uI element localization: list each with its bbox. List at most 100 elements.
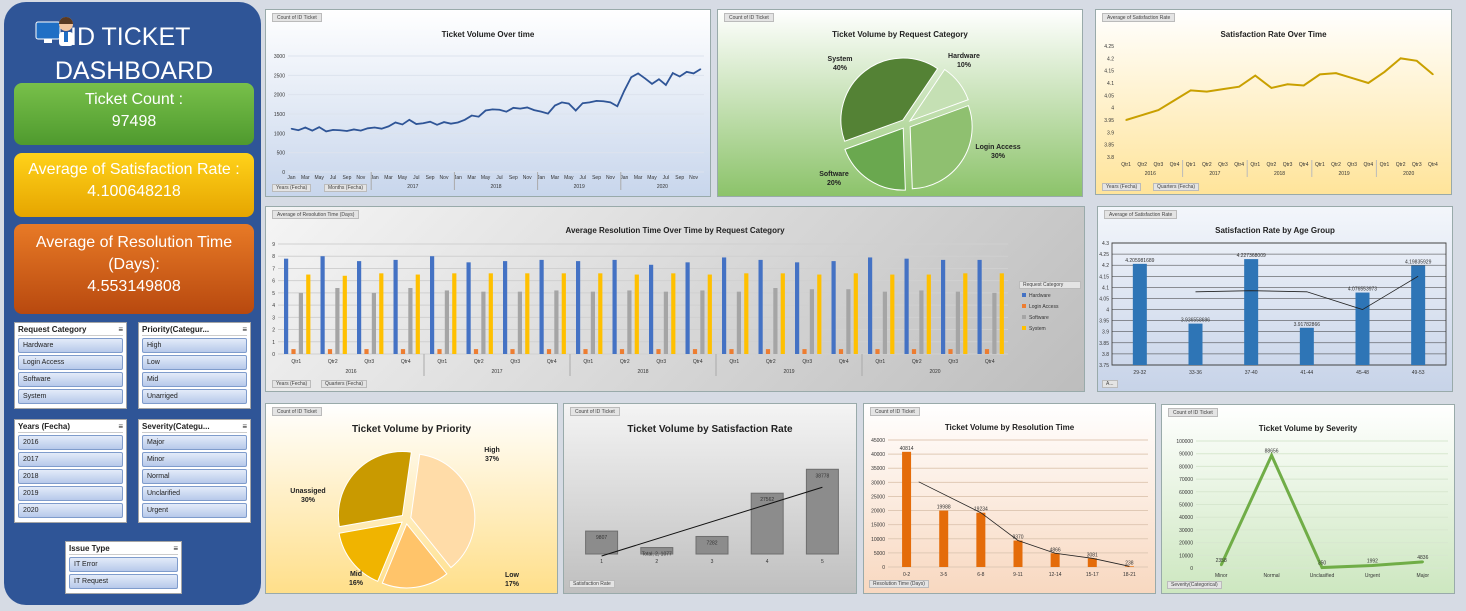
bar: [298, 292, 303, 354]
legend-field[interactable]: Request Category: [1019, 281, 1081, 289]
data-point: [651, 83, 653, 85]
slicer-item[interactable]: Urgent: [142, 503, 247, 518]
bar: [976, 512, 986, 567]
bar: [561, 273, 566, 354]
bar: [853, 273, 858, 354]
slicer-item[interactable]: Low: [142, 355, 247, 370]
y-tick-label: 4.05: [1099, 296, 1109, 302]
field-tag[interactable]: Average of Satisfaction Rate: [1102, 13, 1176, 22]
slicer-item[interactable]: Hardware: [18, 338, 123, 353]
priority-pie: High 37% Low 17% Mid 16% Unassiged 30%: [290, 447, 520, 589]
slicer-item[interactable]: Login Access: [18, 355, 123, 370]
year-label: 2019: [1339, 171, 1350, 177]
data-label: 1992: [1367, 558, 1378, 564]
y-tick-label: 3.8: [1107, 155, 1114, 161]
filter-clear-icon[interactable]: ≡: [173, 544, 178, 553]
x-tick-label: 45-48: [1356, 370, 1369, 376]
bar: [546, 349, 552, 354]
x-tick-label: May: [314, 175, 324, 181]
slicer-item[interactable]: System: [18, 389, 123, 404]
slice-label: Software: [819, 171, 849, 178]
data-point: [1141, 114, 1144, 116]
bar: [941, 259, 946, 354]
data-point: [429, 121, 431, 123]
slicer-title: Years (Fecha): [18, 422, 71, 431]
data-point: [360, 129, 362, 132]
year-label: 2018: [490, 184, 501, 190]
field-tag[interactable]: Average of Resolution Time (Days): [272, 210, 360, 219]
x-tick-label: Qtr1: [291, 359, 301, 365]
year-label: 2017: [491, 369, 502, 375]
y-tick-label: 40000: [1179, 515, 1193, 521]
data-point: [1125, 119, 1127, 121]
slicer-item[interactable]: 2019: [18, 486, 123, 501]
data-point: [679, 75, 681, 78]
filter-months[interactable]: Months (Fecha): [324, 184, 368, 192]
slicer-item[interactable]: Normal: [142, 469, 247, 484]
slicer-item[interactable]: Minor: [142, 452, 247, 467]
x-tick-label: 4: [766, 559, 769, 565]
bar: [291, 349, 296, 354]
data-point: [595, 100, 598, 102]
filter-clear-icon[interactable]: ≡: [118, 325, 123, 334]
field-tag[interactable]: Count of ID Ticket: [724, 13, 774, 22]
slicer-item[interactable]: IT Request: [69, 574, 178, 589]
bar: [795, 262, 800, 354]
slicer-item[interactable]: 2020: [18, 503, 123, 518]
chart-title: Satisfaction Rate by Age Group: [1215, 226, 1335, 235]
data-point: [318, 126, 320, 128]
slicer-item[interactable]: 2016: [18, 435, 123, 450]
bar: [1244, 259, 1259, 365]
filter-quarters[interactable]: Quarters (Fecha): [1153, 183, 1200, 191]
bar: [379, 273, 384, 354]
y-tick-label: 5: [272, 291, 275, 297]
slicer-item[interactable]: Mid: [142, 372, 247, 387]
x-tick-label: Qtr2: [1202, 162, 1212, 168]
slicer-item[interactable]: Unarriged: [142, 389, 247, 404]
filter-clear-icon[interactable]: ≡: [242, 325, 247, 334]
field-tag[interactable]: Count of ID Ticket: [570, 407, 620, 416]
series-line: [291, 68, 702, 133]
slicer-item[interactable]: 2018: [18, 469, 123, 484]
bar: [692, 349, 698, 354]
slicer-item[interactable]: IT Error: [69, 557, 178, 572]
bar: [685, 262, 690, 354]
filter-years[interactable]: Years (Fecha): [272, 184, 312, 192]
filter-clear-icon[interactable]: ≡: [242, 422, 247, 431]
filter-years[interactable]: Years (Fecha): [1102, 183, 1142, 191]
chart-title: Ticket Volume by Severity: [1258, 424, 1358, 433]
data-point: [685, 71, 688, 73]
filter-years[interactable]: Years (Fecha): [272, 380, 312, 388]
slicer-item[interactable]: 2017: [18, 452, 123, 467]
field-tag[interactable]: Count of ID Ticket: [1168, 408, 1218, 417]
filter-quarters[interactable]: Quarters (Fecha): [321, 380, 368, 388]
data-point: [505, 110, 508, 113]
slicer-item[interactable]: High: [142, 338, 247, 353]
kpi-avg-resolution: Average of Resolution Time (Days): 4.553…: [14, 224, 254, 314]
x-tick-label: Unclasified: [1310, 573, 1335, 579]
kpi-label: Ticket Count :: [84, 91, 184, 108]
field-tag[interactable]: Count of ID Ticket: [272, 13, 322, 22]
x-tick-label: Qtr2: [766, 359, 776, 365]
data-point: [373, 126, 376, 129]
slicer-item[interactable]: Software: [18, 372, 123, 387]
x-tick-label: Qtr1: [1121, 162, 1131, 168]
slicer-item[interactable]: Major: [142, 435, 247, 450]
filter-age[interactable]: A...: [1102, 380, 1118, 388]
field-tag[interactable]: Count of ID Ticket: [870, 407, 920, 416]
y-tick-label: 0: [882, 565, 885, 571]
data-point: [1415, 60, 1418, 62]
kpi-ticket-count: Ticket Count : 97498: [14, 83, 254, 145]
field-tag[interactable]: Average of Satisfaction Rate: [1104, 210, 1178, 219]
filter-satisfaction-rate[interactable]: Satisfaction Rate: [569, 580, 615, 588]
bar: [999, 273, 1004, 354]
filter-resolution[interactable]: Resolution Time (Days): [869, 580, 929, 588]
bar: [817, 274, 822, 354]
field-tag[interactable]: Count of ID Ticket: [272, 407, 322, 416]
slicer-item[interactable]: Unclarified: [142, 486, 247, 501]
data-point: [554, 104, 556, 107]
data-point: [443, 121, 445, 123]
filter-clear-icon[interactable]: ≡: [118, 422, 123, 431]
x-tick-label: 9-11: [1013, 572, 1023, 578]
filter-severity[interactable]: Severity(Categorical): [1167, 581, 1222, 589]
